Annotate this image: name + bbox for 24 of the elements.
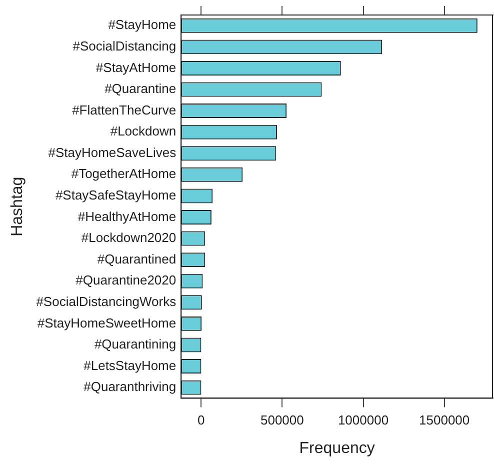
- y-tick-label: #Lockdown: [110, 124, 176, 139]
- y-tick-label: #Quarantine: [104, 81, 176, 96]
- y-tick-label: #Quaranthriving: [84, 379, 176, 394]
- y-tick-label: #Lockdown2020: [81, 230, 176, 246]
- y-tick-label: #LetsStayHome: [84, 358, 176, 373]
- x-tick-label: 1500000: [419, 412, 470, 428]
- y-axis-title: Hashtag: [9, 176, 26, 236]
- y-tick-label: #StayHomeSweetHome: [37, 315, 176, 330]
- y-tick-label: #SocialDistancingWorks: [36, 294, 177, 309]
- y-tick-label: #SocialDistancing: [72, 38, 176, 54]
- x-axis-title: Frequency: [299, 440, 375, 457]
- x-tick-label: 500000: [260, 412, 304, 428]
- x-tick-label: 1000000: [338, 412, 389, 428]
- y-tick-label: #StaySafeStayHome: [55, 188, 176, 203]
- y-tick-label: #FlattenTheCurve: [72, 102, 176, 118]
- x-tick-label: 0: [197, 412, 205, 428]
- y-tick-label: #Quarantined: [97, 251, 176, 266]
- y-tick-label: #StayAtHome: [96, 60, 176, 75]
- y-tick-label: #StayHome: [108, 17, 176, 32]
- y-tick-label: #Quarantining: [94, 336, 176, 352]
- y-tick-label: #HealthyAtHome: [78, 208, 176, 224]
- y-tick-label: #Quarantine2020: [76, 272, 176, 288]
- y-tick-label: #TogetherAtHome: [71, 166, 176, 182]
- y-tick-label: #StayHomeSaveLives: [48, 144, 177, 160]
